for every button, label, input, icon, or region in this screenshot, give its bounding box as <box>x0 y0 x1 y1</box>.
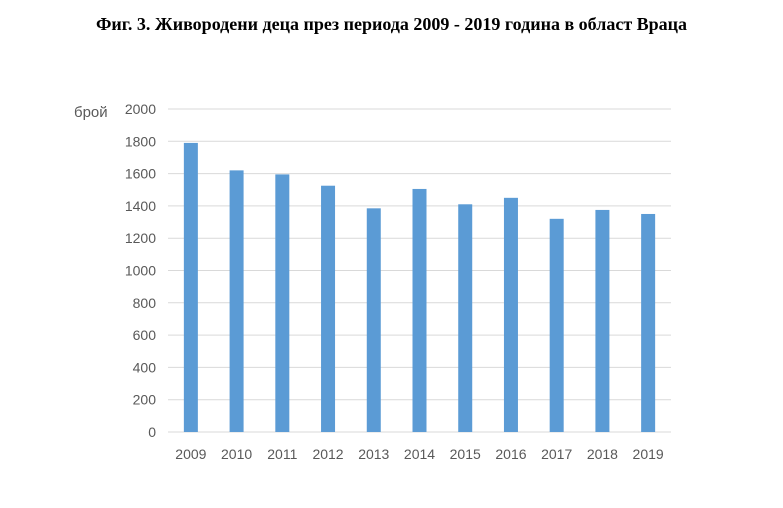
bar-2017 <box>549 218 564 432</box>
y-tick-label: 2000 <box>125 101 156 117</box>
x-tick-label: 2017 <box>541 446 572 462</box>
x-tick-label: 2012 <box>312 446 343 462</box>
x-tick-label: 2011 <box>267 446 297 462</box>
x-tick-label: 2019 <box>633 446 664 462</box>
y-tick-label: 1800 <box>125 133 156 149</box>
y-axis-ticks: 0 200 400 600 800 1000 1200 1400 1600 1800 2000 <box>125 101 156 440</box>
y-axis-unit-label: брой <box>74 104 108 121</box>
y-tick-label: 600 <box>133 327 157 343</box>
bar-2018 <box>595 209 610 432</box>
bars <box>183 142 656 433</box>
y-tick-label: 400 <box>133 359 157 375</box>
y-tick-label: 1000 <box>125 263 156 279</box>
x-tick-label: 2009 <box>175 446 206 462</box>
x-tick-label: 2010 <box>221 446 252 462</box>
y-tick-label: 200 <box>133 392 157 408</box>
bar-2014 <box>412 188 427 432</box>
x-tick-label: 2015 <box>450 446 481 462</box>
x-axis-ticks: 2009 2010 2011 2012 2013 2014 2015 2016 2017 2018… <box>175 446 664 462</box>
y-tick-label: 1600 <box>125 166 156 182</box>
bar-2015 <box>458 204 473 432</box>
bar-2009 <box>183 142 198 433</box>
y-tick-label: 1400 <box>125 198 156 214</box>
y-tick-label: 1200 <box>125 230 156 246</box>
bar-2012 <box>321 185 336 432</box>
x-tick-label: 2013 <box>358 446 389 462</box>
bar-2011 <box>275 174 290 432</box>
y-tick-label: 0 <box>148 424 156 440</box>
bar-2013 <box>366 208 381 432</box>
bar-2016 <box>503 197 518 432</box>
x-tick-label: 2018 <box>587 446 618 462</box>
x-tick-label: 2014 <box>404 446 435 462</box>
x-tick-label: 2016 <box>495 446 526 462</box>
bar-2019 <box>641 213 656 432</box>
bar-2010 <box>229 170 244 432</box>
y-tick-label: 800 <box>133 295 157 311</box>
figure-title: Фиг. 3. Живородени деца през периода 200… <box>95 14 688 34</box>
